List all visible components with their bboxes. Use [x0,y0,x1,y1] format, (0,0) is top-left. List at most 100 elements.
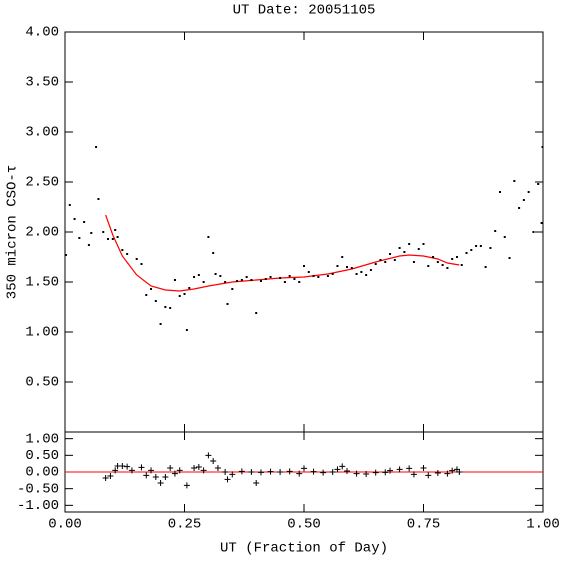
point [432,256,435,258]
point [157,480,164,486]
point [226,303,229,305]
point [470,249,473,251]
point [310,468,317,475]
point [279,277,282,279]
y-tick-label: 1.00 [25,431,59,447]
point [188,287,191,289]
point [503,236,506,238]
point [90,232,93,234]
point [513,180,516,182]
y-tick-label: 1.50 [25,275,59,291]
point [95,146,98,148]
point [126,253,129,255]
point [353,470,360,477]
point [451,258,454,260]
point [408,243,411,245]
point [326,275,329,277]
point [329,469,336,475]
point [537,183,540,185]
x-tick-label: 0.50 [287,517,321,533]
point [224,281,227,283]
point [255,312,258,314]
point [164,306,167,308]
point [78,237,81,239]
point [527,191,530,193]
point [229,471,236,478]
point [288,275,291,277]
point [540,222,543,224]
point [250,279,253,281]
point [150,288,153,290]
point [420,465,427,471]
point [68,204,71,206]
point [298,281,301,283]
y-tick-label: -0.50 [17,481,59,497]
point [387,467,394,474]
y-tick-label: 4.00 [25,25,59,41]
point [207,236,210,238]
point [214,273,217,275]
y-tick-label: 0.00 [25,465,59,481]
point [522,199,525,201]
point [114,229,117,231]
point [135,258,138,260]
point [128,467,135,474]
point [365,274,368,276]
point [257,469,264,476]
point [425,472,432,479]
point [183,293,186,295]
point [238,468,245,475]
point [336,265,339,267]
point [456,469,463,475]
point [541,146,544,148]
point [102,475,109,481]
point [200,467,207,474]
point [191,465,198,471]
point [245,276,248,278]
point [176,467,183,474]
point [277,469,284,475]
point [393,259,396,261]
point [138,464,145,471]
point [410,471,417,478]
point [167,465,174,471]
point [178,295,181,297]
point [264,278,267,280]
point [296,470,303,477]
point [446,267,449,269]
point [159,323,162,325]
point [389,253,392,255]
point [222,469,229,475]
point [382,469,389,476]
point [434,470,441,476]
y-tick-label: -1.00 [17,498,59,514]
point [140,263,143,265]
point [286,468,293,475]
y-tick-label: 3.00 [25,125,59,141]
point [307,271,310,273]
point [374,263,377,265]
point [269,276,272,278]
point [121,249,124,251]
x-axis-label: UT (Fraction of Day) [220,541,388,557]
point [185,329,188,331]
point [303,265,305,267]
point [334,466,341,473]
point [214,465,221,471]
point [183,482,190,489]
point [422,243,425,245]
point [248,469,255,475]
point [494,230,497,232]
x-tick-label: 0.75 [407,517,441,533]
point [236,280,239,282]
y-axis-label: 350 micron CSO-τ [5,165,21,299]
point [210,458,217,464]
point [219,275,222,277]
point [339,463,346,470]
point [532,231,535,233]
point [124,463,131,470]
point [87,244,90,246]
x-tick-label: 1.00 [526,517,560,533]
point [119,463,126,469]
point [465,252,468,254]
